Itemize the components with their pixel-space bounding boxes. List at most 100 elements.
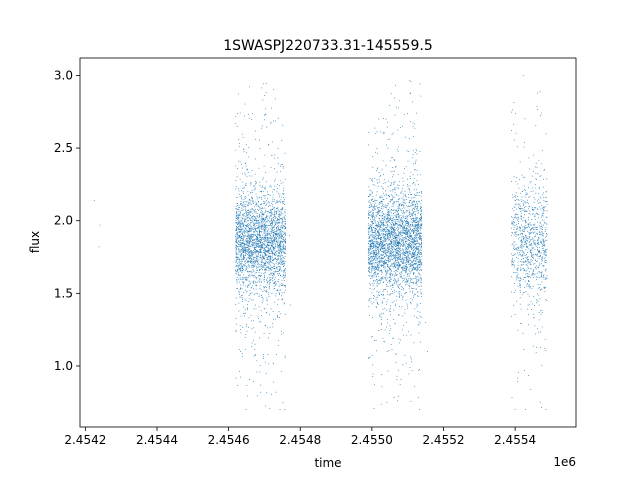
data-point xyxy=(257,293,259,294)
data-point xyxy=(385,206,386,208)
data-point xyxy=(369,178,371,180)
data-point xyxy=(250,220,251,221)
data-point xyxy=(395,223,396,225)
data-point xyxy=(262,247,263,249)
data-point xyxy=(421,241,422,243)
data-point xyxy=(246,168,248,170)
data-point xyxy=(238,254,240,256)
data-point xyxy=(239,235,241,237)
data-point xyxy=(277,157,279,159)
data-point xyxy=(395,255,397,257)
data-point xyxy=(248,228,250,230)
data-point xyxy=(237,217,238,218)
data-point xyxy=(278,215,280,217)
data-point xyxy=(393,243,395,245)
data-point xyxy=(418,227,420,229)
data-point xyxy=(377,247,378,248)
data-point xyxy=(283,196,284,198)
data-point xyxy=(245,241,247,243)
data-point xyxy=(285,249,286,251)
data-point xyxy=(396,227,398,229)
data-point xyxy=(271,227,273,229)
data-point xyxy=(248,327,250,328)
data-point xyxy=(247,277,249,279)
data-point xyxy=(249,262,251,264)
data-point xyxy=(273,249,275,250)
data-point xyxy=(238,228,240,230)
data-point xyxy=(413,386,415,388)
data-point xyxy=(369,238,371,239)
data-point xyxy=(420,252,422,254)
data-point xyxy=(253,261,255,263)
data-point xyxy=(274,185,276,187)
data-point xyxy=(381,265,383,267)
data-point xyxy=(398,207,400,209)
data-point xyxy=(396,251,398,253)
data-point xyxy=(260,250,262,252)
data-point xyxy=(409,225,410,227)
data-point xyxy=(390,93,392,95)
data-point xyxy=(378,244,380,246)
data-point xyxy=(242,230,244,232)
data-point xyxy=(387,265,389,267)
data-point xyxy=(277,299,279,300)
data-point xyxy=(407,239,409,240)
data-point xyxy=(398,251,400,252)
data-point xyxy=(264,240,265,242)
data-point xyxy=(244,243,246,245)
data-point xyxy=(251,190,253,191)
data-point xyxy=(250,183,252,184)
data-point xyxy=(278,244,280,246)
data-point xyxy=(276,243,278,245)
data-point xyxy=(272,253,274,254)
data-point xyxy=(393,256,395,258)
data-point xyxy=(408,242,410,244)
data-point xyxy=(259,239,261,240)
data-point xyxy=(415,226,417,228)
data-point xyxy=(406,279,408,280)
data-point xyxy=(375,233,377,235)
data-point xyxy=(261,238,263,240)
data-point xyxy=(277,246,279,248)
data-point xyxy=(236,233,238,235)
data-point xyxy=(235,248,237,249)
data-point xyxy=(268,240,270,242)
data-point xyxy=(278,339,280,341)
data-point xyxy=(267,230,268,232)
data-point xyxy=(247,251,249,253)
data-point xyxy=(417,281,419,282)
data-point xyxy=(277,250,279,251)
data-point xyxy=(389,267,390,269)
data-point xyxy=(247,210,248,211)
data-point xyxy=(376,274,378,276)
data-point xyxy=(397,150,399,152)
data-point xyxy=(406,227,407,228)
data-point xyxy=(379,238,381,240)
data-point xyxy=(274,225,275,226)
data-point xyxy=(412,126,414,127)
data-point xyxy=(252,218,254,220)
data-point xyxy=(245,216,247,218)
data-point xyxy=(267,282,268,284)
data-point xyxy=(242,278,244,280)
data-point xyxy=(255,218,257,219)
data-point xyxy=(266,239,268,240)
data-point xyxy=(257,244,259,245)
data-point xyxy=(277,245,279,247)
data-point xyxy=(267,244,269,245)
data-point xyxy=(420,211,422,213)
data-point xyxy=(266,265,268,267)
data-point xyxy=(404,249,406,251)
data-point xyxy=(393,249,395,250)
data-point xyxy=(280,256,281,258)
data-point xyxy=(256,220,257,222)
data-point xyxy=(238,215,240,217)
data-point xyxy=(376,296,378,298)
data-point xyxy=(393,201,395,202)
data-point xyxy=(415,222,417,224)
data-point xyxy=(372,231,374,233)
data-point xyxy=(264,324,266,326)
data-point xyxy=(406,258,407,260)
data-point xyxy=(378,223,380,225)
data-point xyxy=(264,225,265,227)
